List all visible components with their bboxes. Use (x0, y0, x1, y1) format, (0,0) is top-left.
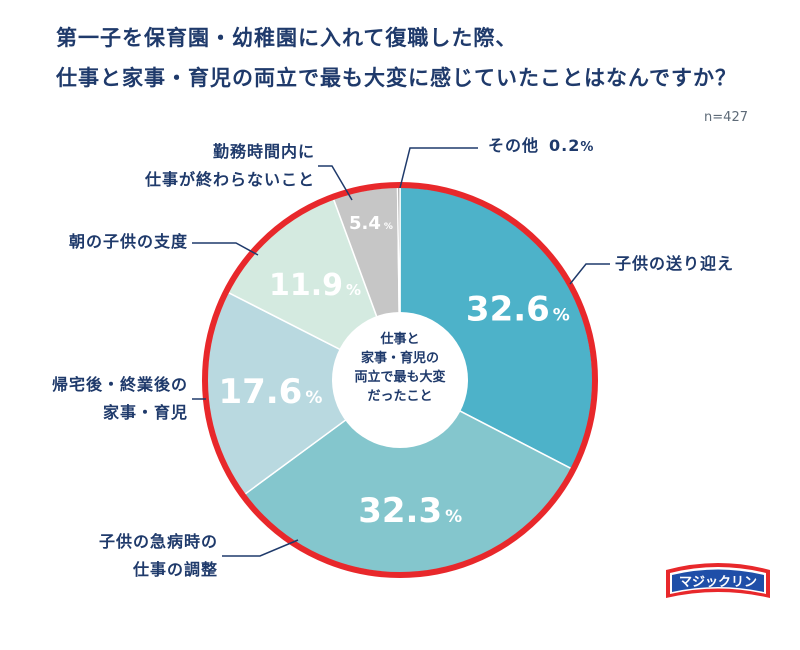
label-sick-child-adjustment: 子供の急病時の 仕事の調整 (98, 532, 218, 579)
chart-title-line-1: 第一子を保育園・幼稚園に入れて復職した際、 (56, 26, 518, 50)
label-other-value: 0.2% (549, 136, 595, 155)
leader-line-pickup-dropoff (569, 263, 610, 285)
sample-size: n=427 (704, 110, 748, 125)
svg-text:マジックリン: マジックリン (679, 575, 757, 590)
label-evening-housework: 帰宅後・終業後の 家事・育児 (51, 375, 188, 422)
label-pickup-dropoff: 子供の送り迎え (615, 254, 735, 273)
label-morning-prep: 朝の子供の支度 (68, 232, 188, 251)
leader-line-sick-child-adjustment (222, 539, 299, 557)
magiclean-logo: マジックリン (666, 563, 770, 598)
leader-line-other (399, 147, 478, 189)
donut-hole (332, 312, 468, 448)
label-other: その他 0.2% (488, 136, 595, 155)
donut-center-label: 仕事と 家事・育児の 両立で最も大変 だったこと (354, 332, 446, 404)
label-overtime: 勤務時間内に 仕事が終わらないこと (144, 142, 315, 189)
leader-line-morning-prep (192, 242, 259, 256)
leader-line-overtime (318, 165, 353, 201)
chart-title-line-2: 仕事と家事・育児の両立で最も大変に感じていたことはなんですか？ (56, 66, 737, 90)
